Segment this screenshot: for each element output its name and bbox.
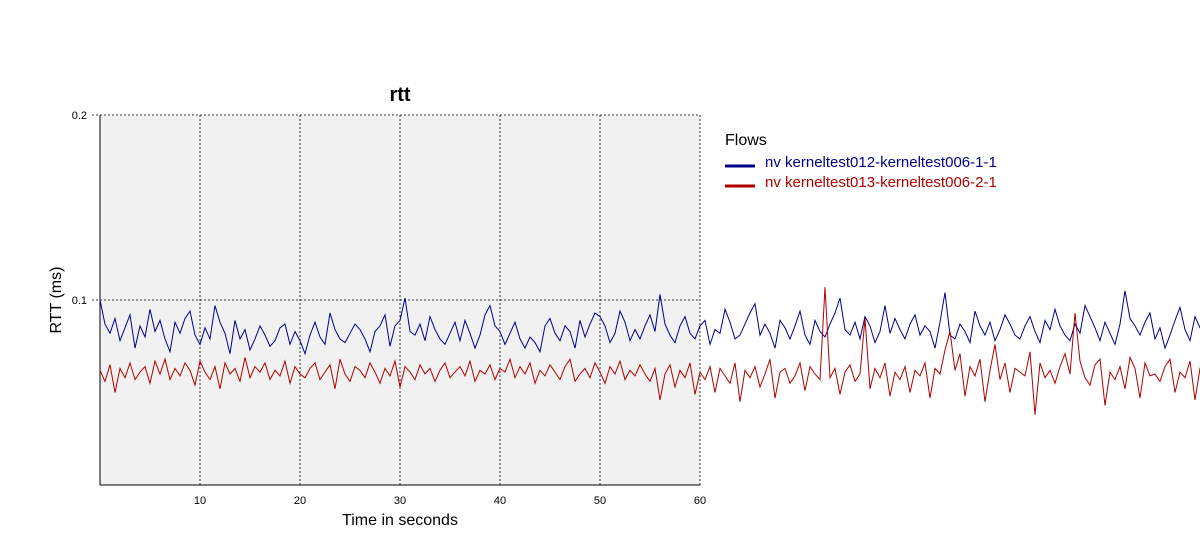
legend-title: Flows — [725, 132, 767, 149]
x-tick-label: 30 — [394, 495, 406, 507]
x-tick-label: 50 — [594, 495, 606, 507]
legend-label-2: nv kerneltest013-kerneltest006-2-1 — [765, 174, 997, 191]
x-tick-label: 40 — [494, 495, 506, 507]
y-tick-label: 0.2 — [72, 110, 87, 122]
y-tick-label: 0.1 — [72, 295, 87, 307]
x-tick-label: 20 — [294, 495, 306, 507]
tick-labels: 10 20 30 40 50 60 0.1 0.2 — [72, 110, 706, 507]
legend-label-1: nv kerneltest012-kerneltest006-1-1 — [765, 154, 997, 171]
x-axis-label: Time in seconds — [342, 512, 458, 529]
chart-title: rtt — [389, 84, 410, 106]
series-layer — [99, 287, 1200, 415]
series-line-1 — [99, 290, 1200, 356]
grid — [92, 114, 701, 485]
y-axis-label: RTT (ms) — [48, 267, 65, 334]
legend: Flows nv kerneltest012-kerneltest006-1-1… — [725, 132, 997, 191]
x-tick-label: 60 — [694, 495, 706, 507]
x-tick-label: 10 — [194, 495, 206, 507]
series-line-2 — [99, 287, 1200, 415]
